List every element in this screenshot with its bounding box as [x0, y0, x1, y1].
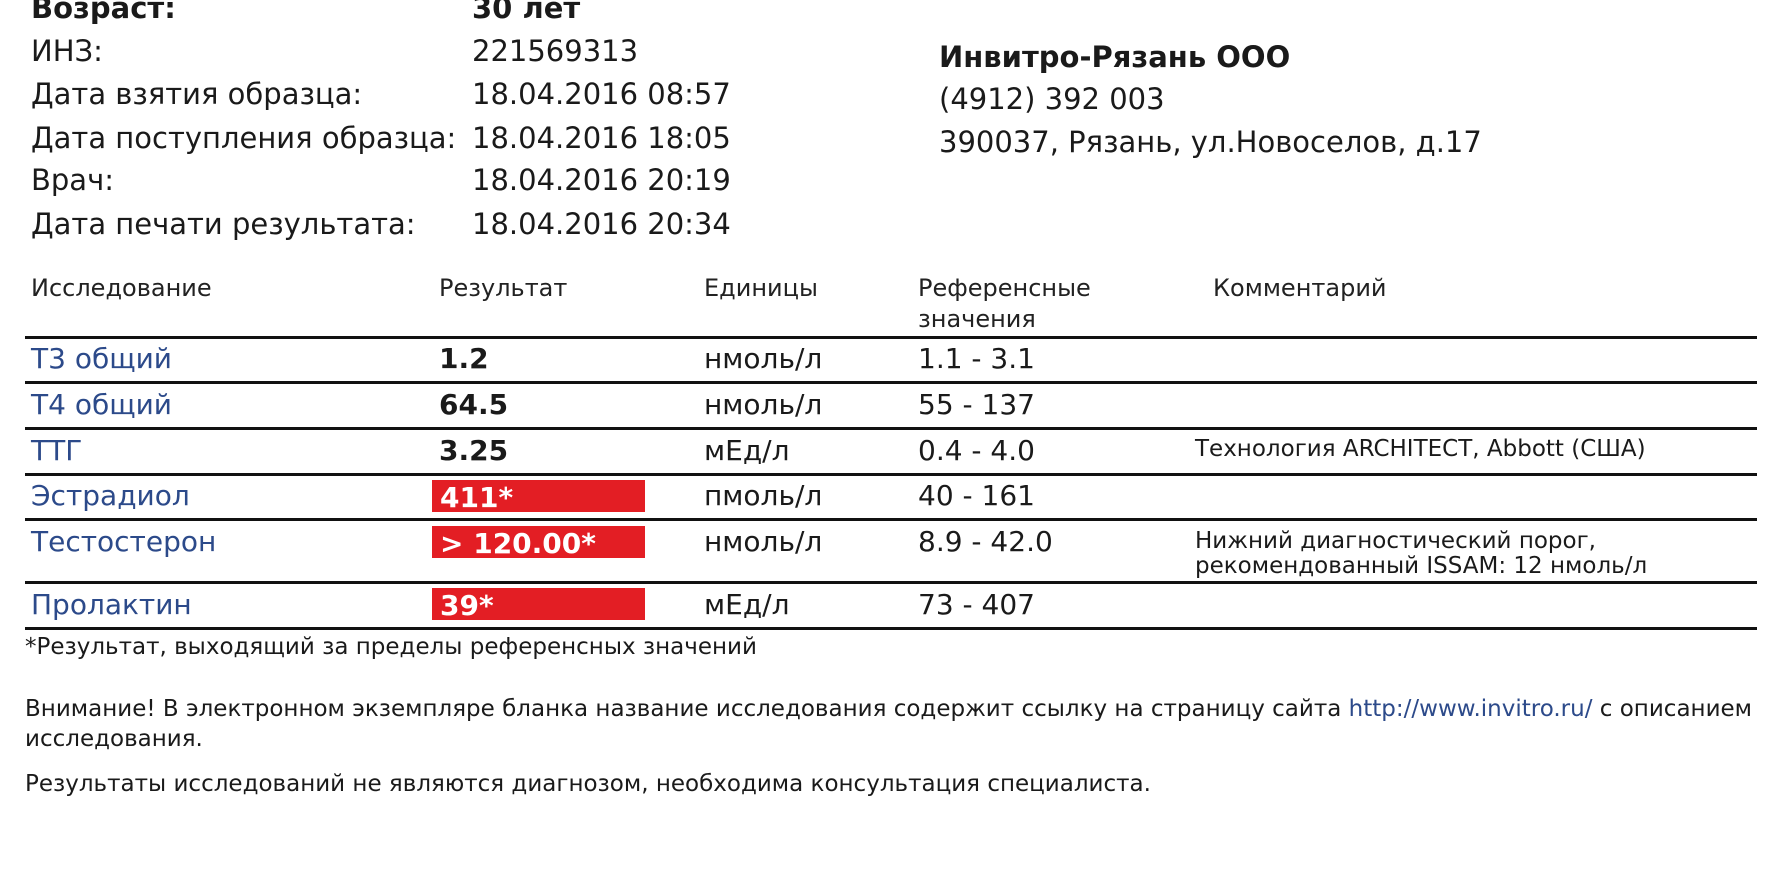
test-link-estradiol[interactable]: Эстрадиол — [31, 479, 190, 512]
header-result: Результат — [439, 274, 568, 302]
table-divider — [25, 427, 1757, 430]
table-divider — [25, 336, 1757, 339]
lab-phone: (4912) 392 003 — [939, 82, 1165, 116]
out-of-range-flag: 411* — [432, 480, 645, 514]
table-divider — [25, 581, 1757, 584]
table-divider — [25, 473, 1757, 476]
result-value: 3.25 — [439, 434, 509, 467]
attention-notice-line2: исследования. — [25, 726, 203, 752]
attention-notice: Внимание! В электронном экземпляре бланк… — [25, 698, 1752, 721]
reference-range: 73 - 407 — [918, 588, 1035, 621]
units: нмоль/л — [704, 525, 823, 558]
header-test: Исследование — [31, 274, 212, 302]
doctor-label: Врач: — [31, 163, 114, 197]
table-divider — [25, 381, 1757, 384]
test-link-testosterone[interactable]: Тестостерон — [31, 525, 217, 558]
age-value: 30 лет — [472, 0, 581, 25]
units: мЕд/л — [704, 434, 790, 467]
result-value: > 120.00* — [440, 527, 596, 560]
sample-taken-value: 18.04.2016 08:57 — [472, 77, 731, 111]
comment: Нижний диагностический порог, — [1195, 528, 1596, 554]
units: мЕд/л — [704, 588, 790, 621]
invitro-link[interactable]: http://www.invitro.ru/ — [1348, 696, 1593, 722]
test-link-tsh[interactable]: ТТГ — [31, 434, 83, 467]
lab-name: Инвитро-Рязань ООО — [939, 40, 1291, 74]
reference-range: 55 - 137 — [918, 388, 1035, 421]
units: нмоль/л — [704, 342, 823, 375]
test-link-prolactin[interactable]: Пролактин — [31, 588, 192, 621]
inz-label: ИНЗ: — [31, 34, 103, 68]
units: нмоль/л — [704, 388, 823, 421]
result-value: 1.2 — [439, 342, 489, 375]
disclaimer: Результаты исследований не являются диаг… — [25, 771, 1151, 797]
lab-address: 390037, Рязань, ул.Новоселов, д.17 — [939, 125, 1482, 159]
attention-text: Внимание! В электронном экземпляре бланк… — [25, 696, 1349, 722]
header-units: Единицы — [704, 274, 818, 302]
print-date-label: Дата печати результата: — [31, 207, 416, 241]
units: пмоль/л — [704, 479, 823, 512]
header-comment: Комментарий — [1213, 274, 1387, 302]
inz-value: 221569313 — [472, 34, 639, 68]
comment-line2: рекомендованный ISSAM: 12 нмоль/л — [1195, 553, 1648, 579]
result-value: 39* — [440, 589, 494, 622]
sample-taken-label: Дата взятия образца: — [31, 77, 363, 111]
sample-received-value: 18.04.2016 18:05 — [472, 121, 731, 155]
test-link-t3[interactable]: Т3 общий — [31, 342, 172, 375]
test-link-t4[interactable]: Т4 общий — [31, 388, 172, 421]
print-date-value: 18.04.2016 20:34 — [472, 207, 731, 241]
out-of-range-flag: > 120.00* — [432, 526, 645, 560]
reference-range: 8.9 - 42.0 — [918, 525, 1053, 558]
out-of-range-flag: 39* — [432, 588, 645, 622]
reference-range: 0.4 - 4.0 — [918, 434, 1035, 467]
sample-received-label: Дата поступления образца: — [31, 121, 457, 155]
header-reference: Референсные — [918, 274, 1091, 302]
doctor-value: 18.04.2016 20:19 — [472, 163, 731, 197]
attention-text-end: с описанием — [1592, 696, 1753, 722]
result-value: 411* — [440, 481, 514, 514]
age-label: Возраст: — [31, 0, 176, 25]
reference-range: 1.1 - 3.1 — [918, 342, 1035, 375]
comment: Технология ARCHITECT, Abbott (США) — [1195, 436, 1646, 462]
footnote: *Результат, выходящий за пределы референ… — [25, 634, 757, 660]
header-reference-line2: значения — [918, 305, 1036, 333]
reference-range: 40 - 161 — [918, 479, 1035, 512]
table-divider — [25, 627, 1757, 630]
table-divider — [25, 518, 1757, 521]
result-value: 64.5 — [439, 388, 509, 421]
